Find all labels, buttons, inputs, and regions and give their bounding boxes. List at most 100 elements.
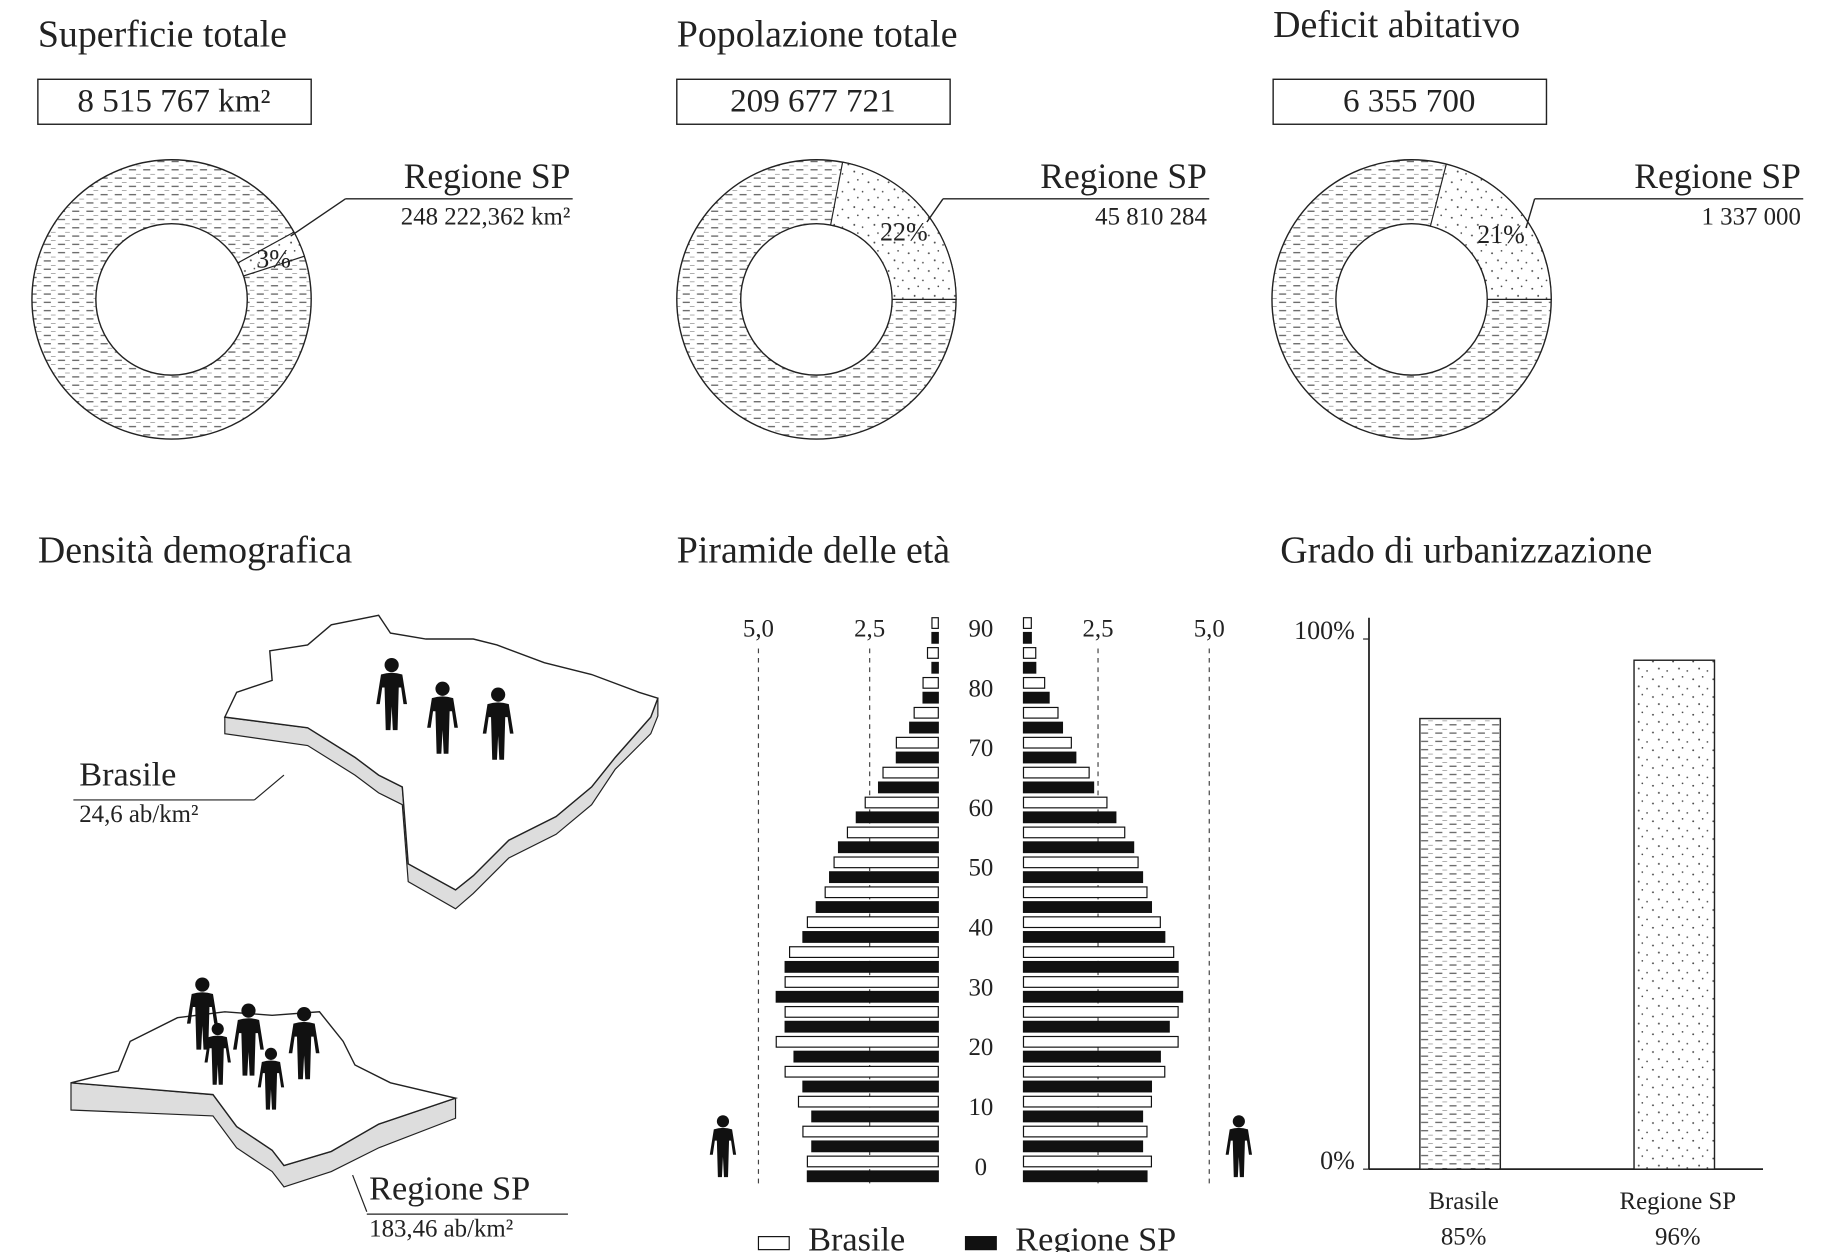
pyramid-bar bbox=[816, 902, 938, 913]
y-tick-label: 60 bbox=[968, 795, 993, 822]
pyramid-bar bbox=[1023, 1096, 1151, 1107]
pyramid-bar bbox=[785, 1021, 938, 1032]
region-name: Regione SP bbox=[404, 156, 571, 196]
pyramid-bar bbox=[1023, 662, 1035, 673]
pyramid-bar bbox=[932, 633, 938, 644]
legend-label: Regione SP bbox=[1015, 1220, 1176, 1252]
pyramid-bar bbox=[1023, 678, 1044, 689]
chart-title: Popolazione totale bbox=[677, 14, 958, 56]
pyramid-bar bbox=[1023, 722, 1062, 733]
pyramid-bar bbox=[1023, 782, 1093, 793]
legend-label: Brasile bbox=[808, 1220, 905, 1252]
pyramid-bar bbox=[776, 991, 938, 1002]
pyramid-bar bbox=[785, 1066, 938, 1077]
pyramid-bar bbox=[1023, 887, 1146, 898]
pyramid-bar bbox=[1023, 827, 1124, 838]
density-name: Regione SP bbox=[369, 1170, 530, 1208]
y-tick-label: 80 bbox=[968, 675, 993, 702]
pyramid-bar bbox=[923, 692, 938, 703]
x-tick-label: 5,0 bbox=[743, 615, 774, 642]
y-tick-label: 90 bbox=[968, 615, 993, 642]
legend-swatch bbox=[758, 1237, 789, 1250]
total-value: 8 515 767 km² bbox=[77, 83, 270, 120]
brazil-map bbox=[225, 615, 658, 908]
pyramid-bar bbox=[1023, 737, 1071, 748]
pyramid-bar bbox=[896, 737, 938, 748]
y-tick-label: 20 bbox=[968, 1034, 993, 1061]
y-tick-label: 50 bbox=[968, 855, 993, 882]
pyramid-bar bbox=[1023, 857, 1138, 868]
pyramid-bar bbox=[834, 857, 938, 868]
pyramid-bar bbox=[807, 917, 938, 928]
region-value: 45 810 284 bbox=[1095, 204, 1207, 231]
pyramid-bar bbox=[1023, 1007, 1178, 1018]
pyramid-bar bbox=[923, 678, 938, 689]
sp-map bbox=[71, 1012, 456, 1187]
pyramid-bar bbox=[1023, 872, 1142, 883]
y-tick-label: 10 bbox=[968, 1094, 993, 1121]
leader-line bbox=[1526, 199, 1535, 228]
pyramid-bar bbox=[1023, 902, 1151, 913]
pyramid-bar bbox=[910, 722, 939, 733]
region-name: Regione SP bbox=[1040, 156, 1207, 196]
pyramid-bar bbox=[803, 1081, 938, 1092]
pyramid-bar bbox=[812, 1141, 938, 1152]
pyramid-bar bbox=[1023, 618, 1031, 629]
pyramid-bar bbox=[794, 1051, 938, 1062]
pyramid-bar bbox=[928, 648, 939, 659]
pyramid-bar bbox=[1023, 1111, 1142, 1122]
pyramid-bar bbox=[1023, 812, 1115, 823]
pyramid-bar bbox=[776, 1036, 938, 1047]
pyramid-bar bbox=[1023, 1126, 1146, 1137]
pyramid-bar bbox=[1023, 1156, 1151, 1167]
x-tick-label: 5,0 bbox=[1194, 615, 1225, 642]
pyramid-bar bbox=[1023, 1051, 1160, 1062]
leader-line bbox=[291, 199, 346, 236]
pyramid-bar bbox=[1023, 932, 1164, 943]
pyramid-bar bbox=[1023, 991, 1182, 1002]
pyramid-bar bbox=[879, 782, 939, 793]
pyramid-bar bbox=[1023, 1081, 1151, 1092]
pyramid-bar bbox=[830, 872, 939, 883]
pyramid-bar bbox=[932, 662, 938, 673]
leader-line bbox=[927, 199, 943, 222]
slice-label: 3% bbox=[256, 244, 291, 273]
bar bbox=[1634, 660, 1714, 1169]
chart-title: Densità demografica bbox=[38, 530, 352, 572]
y-tick-label: 100% bbox=[1294, 616, 1355, 645]
value-label: 96% bbox=[1655, 1224, 1701, 1251]
density-value: 183,46 ab/km² bbox=[369, 1215, 513, 1242]
chart-title: Grado di urbanizzazione bbox=[1280, 530, 1652, 572]
pyramid-bar bbox=[856, 812, 938, 823]
pyramid-bar bbox=[1023, 1021, 1169, 1032]
chart-title: Piramide delle età bbox=[677, 530, 950, 572]
pyramid-bar bbox=[847, 827, 938, 838]
pyramid-bar bbox=[1023, 977, 1178, 988]
pyramid-bar bbox=[1023, 752, 1075, 763]
pyramid-bar bbox=[1023, 1066, 1164, 1077]
pyramid-bar bbox=[1023, 917, 1160, 928]
pyramid-bar bbox=[803, 1126, 938, 1137]
pyramid-bar bbox=[798, 1096, 938, 1107]
pyramid-bar bbox=[865, 797, 938, 808]
value-label: 85% bbox=[1441, 1224, 1487, 1251]
x-tick-label: Regione SP bbox=[1620, 1188, 1737, 1215]
slice-label: 22% bbox=[880, 217, 928, 246]
pyramid-bar bbox=[785, 977, 938, 988]
density-name: Brasile bbox=[79, 755, 176, 793]
region-value: 1 337 000 bbox=[1702, 204, 1801, 231]
pyramid-bar bbox=[785, 962, 938, 973]
pyramid-bar bbox=[1023, 947, 1173, 958]
ring-inner bbox=[96, 224, 247, 375]
pyramid-bar bbox=[807, 1156, 938, 1167]
chart-title: Deficit abitativo bbox=[1273, 4, 1520, 46]
pyramid-bar bbox=[1023, 767, 1089, 778]
y-tick-label: 0 bbox=[975, 1154, 987, 1181]
total-value: 6 355 700 bbox=[1343, 83, 1475, 120]
ring-inner bbox=[741, 224, 892, 375]
pyramid-bar bbox=[1023, 1141, 1142, 1152]
x-tick-label: Brasile bbox=[1428, 1188, 1498, 1215]
pyramid-bar bbox=[1023, 1036, 1178, 1047]
pyramid-bar bbox=[785, 1007, 938, 1018]
x-tick-label: 2,5 bbox=[1083, 615, 1114, 642]
